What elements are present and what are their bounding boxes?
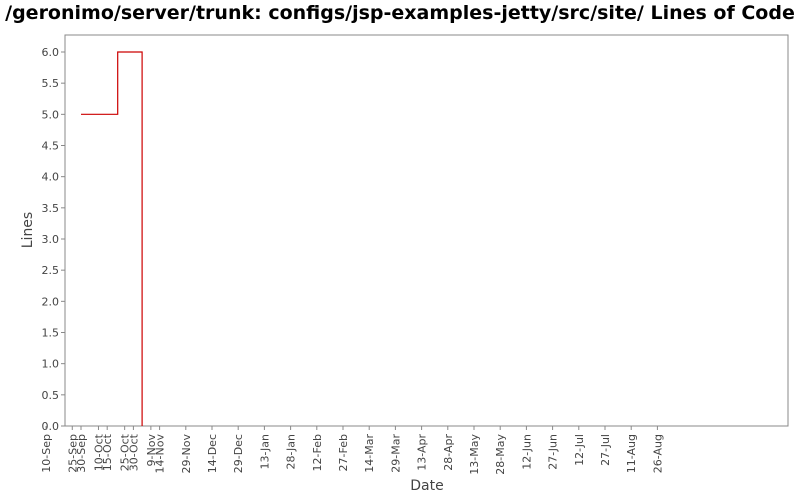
x-tick-label: 10-Sep <box>40 434 53 473</box>
y-tick-label: 1.0 <box>42 358 60 371</box>
x-tick-label: 28-Apr <box>442 434 455 471</box>
y-tick-label: 5.0 <box>42 108 60 121</box>
y-tick-label: 1.5 <box>42 327 60 340</box>
x-tick-label: 25-Sep <box>66 434 79 473</box>
y-tick-label: 0.0 <box>42 420 60 433</box>
x-tick-label: 25-Oct <box>119 433 132 471</box>
y-axis-label: Lines <box>20 212 36 248</box>
y-tick-label: 5.5 <box>42 77 60 90</box>
x-tick-label: 29-Nov <box>180 434 193 474</box>
x-tick-label: 15-Oct <box>101 433 114 471</box>
x-tick-label: 26-Aug <box>651 434 664 473</box>
x-tick-label: 11-Aug <box>625 434 638 473</box>
x-tick-label: 28-May <box>494 434 507 475</box>
y-tick-label: 2.0 <box>42 295 60 308</box>
x-tick-label: 12-Feb <box>311 434 324 471</box>
x-tick-label: 27-Jun <box>547 434 560 470</box>
plot-area <box>64 34 789 427</box>
x-tick-label: 12-Jun <box>520 434 533 470</box>
y-tick-label: 2.5 <box>42 264 60 277</box>
x-tick-label: 13-Jan <box>258 434 271 470</box>
y-tick-label: 6.0 <box>42 46 60 59</box>
x-tick-label: 9-Nov <box>145 434 158 467</box>
chart-title: /geronimo/server/trunk: configs/jsp-exam… <box>5 2 795 24</box>
x-axis-ticks: 30-Sep 15-Oct 30-Oct 14-Nov 29-Nov 14-Dec 29-D… <box>40 426 664 475</box>
x-tick-label: 29-Dec <box>232 434 245 473</box>
y-tick-label: 4.0 <box>42 171 60 184</box>
x-tick-label: 14-Nov <box>154 434 167 474</box>
x-tick-label: 28-Jan <box>285 434 298 470</box>
x-tick-label: 14-Mar <box>363 434 376 473</box>
x-tick-label: 10-Oct <box>92 433 105 471</box>
x-tick-label: 14-Dec <box>206 434 219 473</box>
x-tick-label: 13-May <box>468 434 481 475</box>
series-group <box>81 51 143 426</box>
x-tick-label: 27-Jul <box>599 434 612 466</box>
y-tick-label: 3.0 <box>42 233 60 246</box>
x-tick-label: 30-Sep <box>75 434 88 473</box>
y-tick-label: 0.5 <box>42 389 60 402</box>
x-axis-label: Date <box>410 478 443 494</box>
y-tick-label: 4.5 <box>42 140 60 153</box>
x-tick-label: 29-Mar <box>389 434 402 473</box>
x-tick-label: 12-Jul <box>573 434 586 466</box>
x-tick-label: 13-Apr <box>416 434 429 471</box>
x-tick-label: 27-Feb <box>337 434 350 471</box>
series-line <box>81 51 143 426</box>
x-tick-label: 30-Oct <box>127 433 140 471</box>
y-axis-ticks: 0.0 0.5 1.0 1.5 2.0 2.5 3.0 3.5 4.0 4.5 5.0 5.5 6.0 <box>42 46 65 433</box>
y-tick-label: 3.5 <box>42 202 60 215</box>
